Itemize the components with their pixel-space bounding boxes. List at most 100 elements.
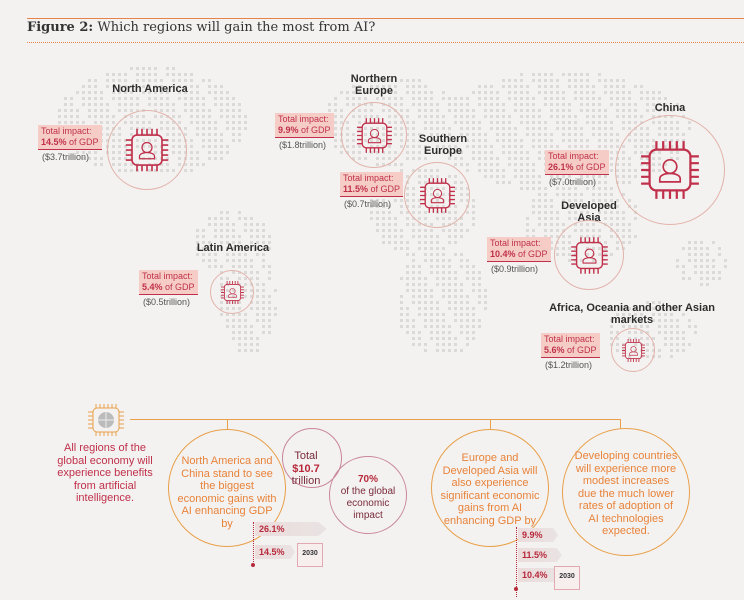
map-dot [568, 121, 571, 124]
map-dot [250, 307, 253, 310]
map-dot [604, 181, 607, 184]
map-dot [550, 235, 553, 238]
map-dot [526, 127, 529, 130]
map-dot [598, 181, 601, 184]
map-dot [502, 151, 505, 154]
map-dot [520, 109, 523, 112]
map-dot [628, 115, 631, 118]
map-dot [424, 157, 427, 160]
map-dot [406, 325, 409, 328]
map-dot [382, 217, 385, 220]
map-dot [496, 169, 499, 172]
map-dot [238, 121, 241, 124]
map-dot [490, 85, 493, 88]
map-dot [520, 85, 523, 88]
map-dot [694, 247, 697, 250]
map-dot [250, 271, 253, 274]
map-dot [442, 259, 445, 262]
map-dot [634, 109, 637, 112]
map-dot [544, 223, 547, 226]
map-dot [562, 133, 565, 136]
europe-asia-text: Europe and Developed Asia will also expe… [440, 452, 540, 527]
map-dot [466, 127, 469, 130]
map-dot [514, 151, 517, 154]
map-dot [394, 103, 397, 106]
map-dot [550, 91, 553, 94]
figure-title-text: Which regions will gain the most from AI… [97, 20, 376, 35]
map-dot [262, 319, 265, 322]
map-dot [568, 181, 571, 184]
map-dot [520, 121, 523, 124]
map-dot [490, 103, 493, 106]
map-dot [400, 199, 403, 202]
map-dot [712, 271, 715, 274]
map-dot [538, 205, 541, 208]
map-dot [676, 343, 679, 346]
map-dot [568, 205, 571, 208]
map-dot [574, 121, 577, 124]
map-dot [448, 277, 451, 280]
map-dot [124, 109, 127, 112]
map-dot [514, 169, 517, 172]
map-dot [268, 331, 271, 334]
map-dot [196, 151, 199, 154]
map-dot [94, 103, 97, 106]
map-dot [628, 91, 631, 94]
map-dot [376, 97, 379, 100]
map-dot [334, 139, 337, 142]
map-dot [604, 85, 607, 88]
map-dot [628, 97, 631, 100]
map-dot [202, 229, 205, 232]
map-dot [334, 127, 337, 130]
map-dot [394, 229, 397, 232]
map-dot [568, 145, 571, 148]
map-dot [388, 229, 391, 232]
map-dot [196, 157, 199, 160]
map-dot [400, 109, 403, 112]
map-dot [418, 115, 421, 118]
map-dot [526, 85, 529, 88]
map-dot [454, 109, 457, 112]
map-dot [568, 109, 571, 112]
map-dot [514, 97, 517, 100]
map-dot [232, 97, 235, 100]
map-dot [418, 235, 421, 238]
map-dot [664, 307, 667, 310]
map-dot [424, 247, 427, 250]
map-dot [478, 169, 481, 172]
map-dot [430, 265, 433, 268]
map-dot [682, 247, 685, 250]
map-dot [478, 277, 481, 280]
map-dot [712, 241, 715, 244]
map-dot [100, 97, 103, 100]
map-dot [604, 145, 607, 148]
map-dot [106, 127, 109, 130]
map-dot [586, 103, 589, 106]
map-dot [232, 331, 235, 334]
map-dot [412, 319, 415, 322]
map-dot [88, 103, 91, 106]
map-dot [598, 205, 601, 208]
map-dot [106, 85, 109, 88]
na-china-pct: 14.5% [255, 545, 295, 559]
map-dot [514, 85, 517, 88]
map-dot [556, 103, 559, 106]
impact-pct: 5.6% [544, 345, 565, 355]
map-dot [388, 79, 391, 82]
map-dot [616, 223, 619, 226]
map-dot [682, 313, 685, 316]
map-dot [502, 109, 505, 112]
map-dot [226, 217, 229, 220]
map-dot [562, 187, 565, 190]
map-dot [388, 205, 391, 208]
map-dot [454, 97, 457, 100]
map-dot [148, 73, 151, 76]
map-dot [502, 85, 505, 88]
map-dot [436, 271, 439, 274]
map-dot [442, 229, 445, 232]
map-dot [454, 223, 457, 226]
map-dot [340, 91, 343, 94]
map-dot [478, 301, 481, 304]
map-dot [658, 103, 661, 106]
map-dot [232, 139, 235, 142]
